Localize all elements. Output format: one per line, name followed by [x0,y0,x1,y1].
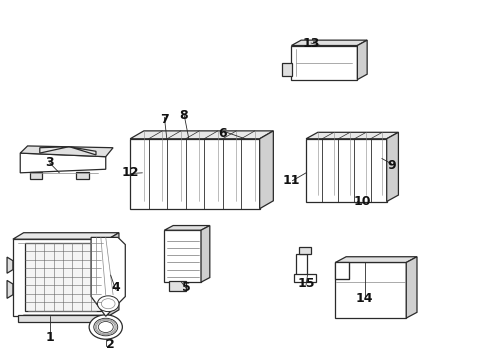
Polygon shape [20,146,113,157]
Bar [294,274,316,282]
Circle shape [89,315,122,339]
Polygon shape [13,233,119,239]
Bar [164,230,201,282]
Bar [292,45,357,80]
Bar [299,247,311,253]
Bar [296,253,307,275]
Text: 7: 7 [160,113,169,126]
Bar [335,262,349,279]
Polygon shape [108,233,119,316]
Text: 4: 4 [111,281,120,294]
Circle shape [98,296,119,312]
Text: 5: 5 [182,281,191,294]
Polygon shape [7,257,13,273]
Text: 6: 6 [219,127,227,140]
Text: 12: 12 [122,166,139,179]
Text: 1: 1 [45,331,54,344]
Text: 13: 13 [302,37,319,50]
Polygon shape [91,237,125,316]
Text: 2: 2 [106,338,115,351]
Bar [76,172,89,179]
Polygon shape [387,132,398,202]
Polygon shape [201,226,210,282]
Circle shape [94,318,118,336]
Circle shape [101,299,115,309]
Bar [130,139,260,209]
Polygon shape [164,226,210,230]
Bar [13,239,108,316]
Bar [306,139,387,202]
Text: 9: 9 [387,159,396,172]
Text: 3: 3 [45,156,54,168]
Text: 10: 10 [353,195,371,208]
Bar [18,315,103,321]
Polygon shape [406,257,417,318]
Polygon shape [357,40,367,80]
Bar [282,63,293,76]
Text: 8: 8 [180,109,188,122]
Polygon shape [306,132,398,139]
Polygon shape [40,147,69,153]
Polygon shape [69,147,96,155]
Bar [169,281,186,291]
Bar [25,243,101,311]
Polygon shape [7,280,13,298]
Bar [335,262,406,318]
Polygon shape [260,131,273,209]
Polygon shape [292,40,367,45]
Text: 11: 11 [283,174,300,186]
Circle shape [98,321,113,333]
Text: 14: 14 [356,292,373,305]
Bar [30,172,42,179]
Text: 15: 15 [297,278,315,291]
Polygon shape [20,153,106,173]
Polygon shape [130,131,273,139]
Polygon shape [335,257,417,262]
